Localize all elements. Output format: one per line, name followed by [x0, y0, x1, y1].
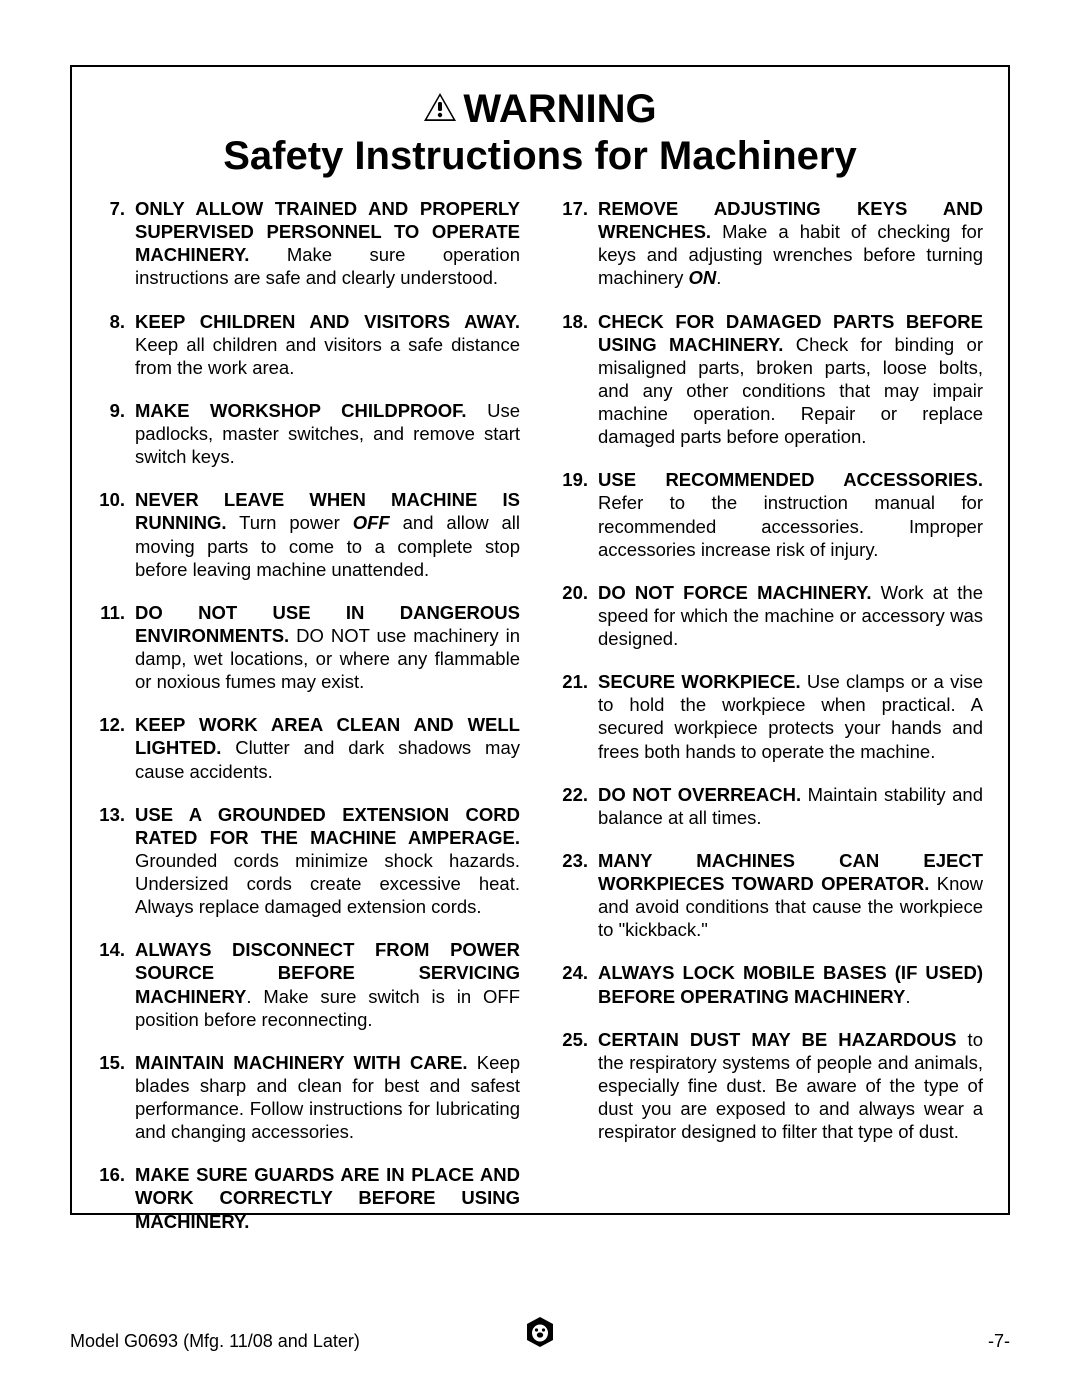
list-item: 10. NEVER LEAVE WHEN MACHINE IS RUNNING. … — [97, 488, 520, 581]
item-number: 18. — [560, 310, 588, 449]
warning-heading: WARNING — [423, 87, 656, 132]
item-number: 7. — [97, 197, 125, 290]
list-item: 20. DO NOT FORCE MACHINERY. Work at the s… — [560, 581, 983, 650]
bear-logo-icon — [523, 1315, 557, 1354]
list-item: 23. MANY MACHINES CAN EJECT WORKPIECES TO… — [560, 849, 983, 942]
item-text: MANY MACHINES CAN EJECT WORKPIECES TOWAR… — [598, 849, 983, 942]
item-text: USE RECOMMENDED ACCESSORIES. Refer to th… — [598, 468, 983, 561]
list-item: 24. ALWAYS LOCK MOBILE BASES (IF USED) BE… — [560, 961, 983, 1007]
item-text: ALWAYS LOCK MOBILE BASES (IF USED) BEFOR… — [598, 961, 983, 1007]
list-item: 18. CHECK FOR DAMAGED PARTS BEFORE USING … — [560, 310, 983, 449]
columns: 7.ONLY ALLOW TRAINED AND PROPERLY SUPERV… — [97, 197, 983, 1253]
item-number: 15. — [97, 1051, 125, 1144]
list-item: 9.MAKE WORKSHOP CHILDPROOF. Use padlocks… — [97, 399, 520, 468]
item-text: CHECK FOR DAMAGED PARTS BEFORE USING MAC… — [598, 310, 983, 449]
item-text: MAKE WORKSHOP CHILDPROOF. Use padlocks, … — [135, 399, 520, 468]
item-number: 23. — [560, 849, 588, 942]
item-number: 12. — [97, 713, 125, 782]
item-number: 9. — [97, 399, 125, 468]
list-item: 16. MAKE SURE GUARDS ARE IN PLACE AND WOR… — [97, 1163, 520, 1232]
item-text: KEEP CHILDREN AND VISITORS AWAY. Keep al… — [135, 310, 520, 379]
item-text: KEEP WORK AREA CLEAN AND WELL LIGHTED. C… — [135, 713, 520, 782]
item-text: DO NOT OVERREACH. Maintain stability and… — [598, 783, 983, 829]
item-text: CERTAIN DUST MAY BE HAZARDOUS to the res… — [598, 1028, 983, 1144]
item-number: 13. — [97, 803, 125, 919]
subtitle: Safety Instructions for Machinery — [97, 134, 983, 179]
page-frame: WARNING Safety Instructions for Machiner… — [70, 65, 1010, 1215]
list-item: 17. REMOVE ADJUSTING KEYS AND WRENCHES. M… — [560, 197, 983, 290]
footer-model: Model G0693 (Mfg. 11/08 and Later) — [70, 1331, 360, 1352]
page-footer: Model G0693 (Mfg. 11/08 and Later) -7- — [70, 1331, 1010, 1352]
item-number: 8. — [97, 310, 125, 379]
list-item: 19. USE RECOMMENDED ACCESSORIES. Refer to… — [560, 468, 983, 561]
page-header: WARNING Safety Instructions for Machiner… — [97, 87, 983, 179]
list-item: 25. CERTAIN DUST MAY BE HAZARDOUS to the … — [560, 1028, 983, 1144]
list-item: 12. KEEP WORK AREA CLEAN AND WELL LIGHTED… — [97, 713, 520, 782]
item-number: 11. — [97, 601, 125, 694]
item-text: DO NOT USE IN DANGEROUS ENVIRONMENTS. DO… — [135, 601, 520, 694]
list-item: 15. MAINTAIN MACHINERY WITH CARE. Keep bl… — [97, 1051, 520, 1144]
warning-text: WARNING — [463, 87, 656, 132]
list-item: 8.KEEP CHILDREN AND VISITORS AWAY. Keep … — [97, 310, 520, 379]
list-item: 7.ONLY ALLOW TRAINED AND PROPERLY SUPERV… — [97, 197, 520, 290]
list-item: 22. DO NOT OVERREACH. Maintain stability … — [560, 783, 983, 829]
item-number: 19. — [560, 468, 588, 561]
item-number: 24. — [560, 961, 588, 1007]
footer-page-number: -7- — [988, 1331, 1010, 1352]
item-text: DO NOT FORCE MACHINERY. Work at the spee… — [598, 581, 983, 650]
item-text: ALWAYS DISCONNECT FROM POWER SOURCE BEFO… — [135, 938, 520, 1031]
warning-triangle-icon — [423, 92, 457, 127]
item-text: NEVER LEAVE WHEN MACHINE IS RUNNING. Tur… — [135, 488, 520, 581]
item-text: REMOVE ADJUSTING KEYS AND WRENCHES. Make… — [598, 197, 983, 290]
item-number: 20. — [560, 581, 588, 650]
list-item: 21. SECURE WORKPIECE. Use clamps or a vis… — [560, 670, 983, 763]
item-number: 16. — [97, 1163, 125, 1232]
list-item: 14. ALWAYS DISCONNECT FROM POWER SOURCE B… — [97, 938, 520, 1031]
left-column: 7.ONLY ALLOW TRAINED AND PROPERLY SUPERV… — [97, 197, 520, 1253]
list-item: 13. USE A GROUNDED EXTENSION CORD RATED F… — [97, 803, 520, 919]
item-number: 17. — [560, 197, 588, 290]
item-number: 21. — [560, 670, 588, 763]
item-number: 25. — [560, 1028, 588, 1144]
item-text: MAKE SURE GUARDS ARE IN PLACE AND WORK C… — [135, 1163, 520, 1232]
right-column: 17. REMOVE ADJUSTING KEYS AND WRENCHES. M… — [560, 197, 983, 1253]
item-text: MAINTAIN MACHINERY WITH CARE. Keep blade… — [135, 1051, 520, 1144]
item-text: SECURE WORKPIECE. Use clamps or a vise t… — [598, 670, 983, 763]
item-number: 10. — [97, 488, 125, 581]
item-number: 14. — [97, 938, 125, 1031]
list-item: 11. DO NOT USE IN DANGEROUS ENVIRONMENTS.… — [97, 601, 520, 694]
item-number: 22. — [560, 783, 588, 829]
item-text: ONLY ALLOW TRAINED AND PROPERLY SUPERVIS… — [135, 197, 520, 290]
item-text: USE A GROUNDED EXTENSION CORD RATED FOR … — [135, 803, 520, 919]
